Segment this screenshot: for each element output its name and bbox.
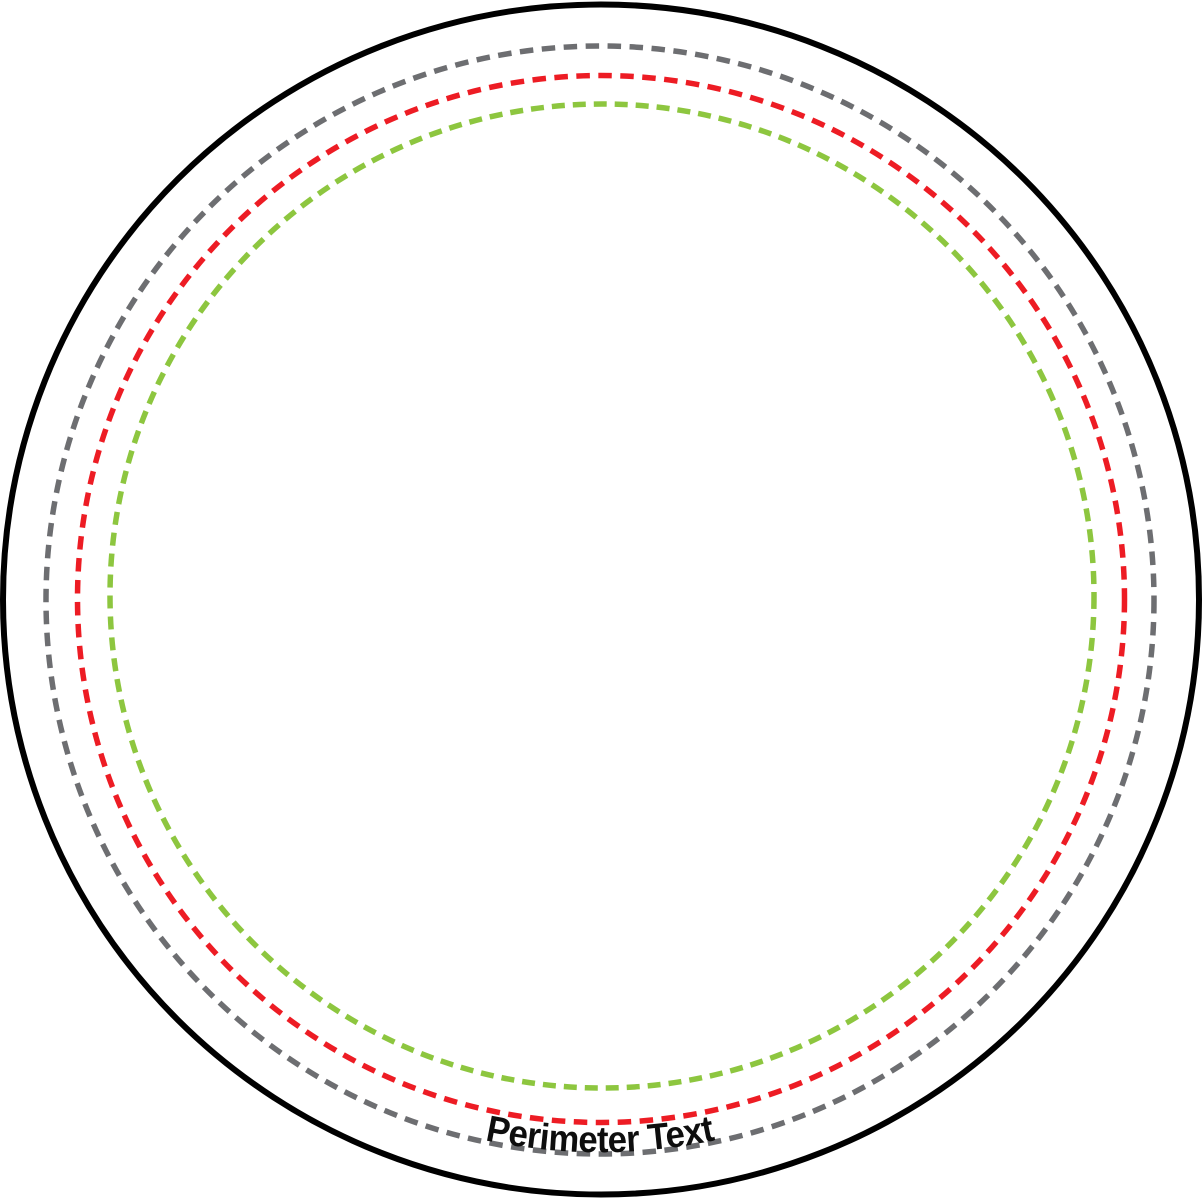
green-dashed-circle: [107, 101, 1097, 1091]
gray-dashed-circle: [43, 43, 1157, 1157]
red-dashed-circle: [74, 72, 1128, 1126]
perimeter-text: Perimeter Text: [483, 1108, 717, 1161]
